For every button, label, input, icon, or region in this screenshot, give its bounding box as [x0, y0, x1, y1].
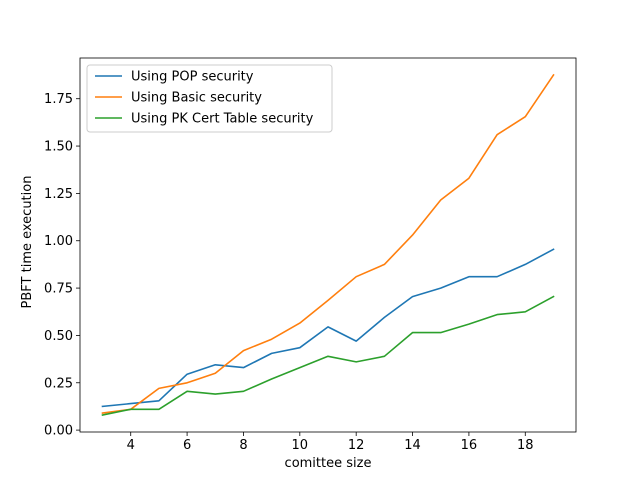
y-tick-label: 1.50 — [44, 140, 73, 155]
x-tick-label: 8 — [239, 438, 247, 453]
legend-label: Using Basic security — [131, 91, 262, 106]
y-tick-label: 0.25 — [44, 376, 73, 391]
x-axis: 4 6 8 10 12 14 16 18 — [127, 432, 534, 453]
legend-label: Using PK Cert Table security — [131, 112, 314, 127]
x-tick-label: 4 — [127, 438, 135, 453]
legend-box — [86, 64, 333, 133]
x-tick-label: 10 — [292, 438, 309, 453]
x-tick-label: 16 — [461, 438, 478, 453]
series-line-1 — [101, 248, 555, 408]
y-tick-label: 1.25 — [44, 187, 73, 202]
series-line-3 — [101, 295, 555, 416]
x-tick-label: 14 — [404, 438, 421, 453]
x-tick-label: 6 — [183, 438, 191, 453]
series-layer — [101, 73, 555, 416]
series-line-2 — [101, 73, 555, 414]
legend-label: Using POP security — [131, 70, 254, 85]
y-tick-label: 1.00 — [44, 234, 73, 249]
y-axis: 0.00 0.25 0.50 0.75 1.00 1.25 1.50 1.75 — [44, 92, 80, 439]
y-tick-label: 0.50 — [44, 329, 73, 344]
y-axis-title: PBFT time execution — [20, 176, 35, 309]
legend: Using POP security Using Basic security Us… — [86, 64, 333, 133]
y-tick-label: 1.75 — [44, 92, 73, 107]
y-tick-label: 0.75 — [44, 282, 73, 297]
x-axis-title: comittee size — [285, 456, 372, 471]
x-tick-label: 12 — [348, 438, 365, 453]
x-tick-label: 18 — [517, 438, 534, 453]
y-tick-label: 0.00 — [44, 424, 73, 439]
